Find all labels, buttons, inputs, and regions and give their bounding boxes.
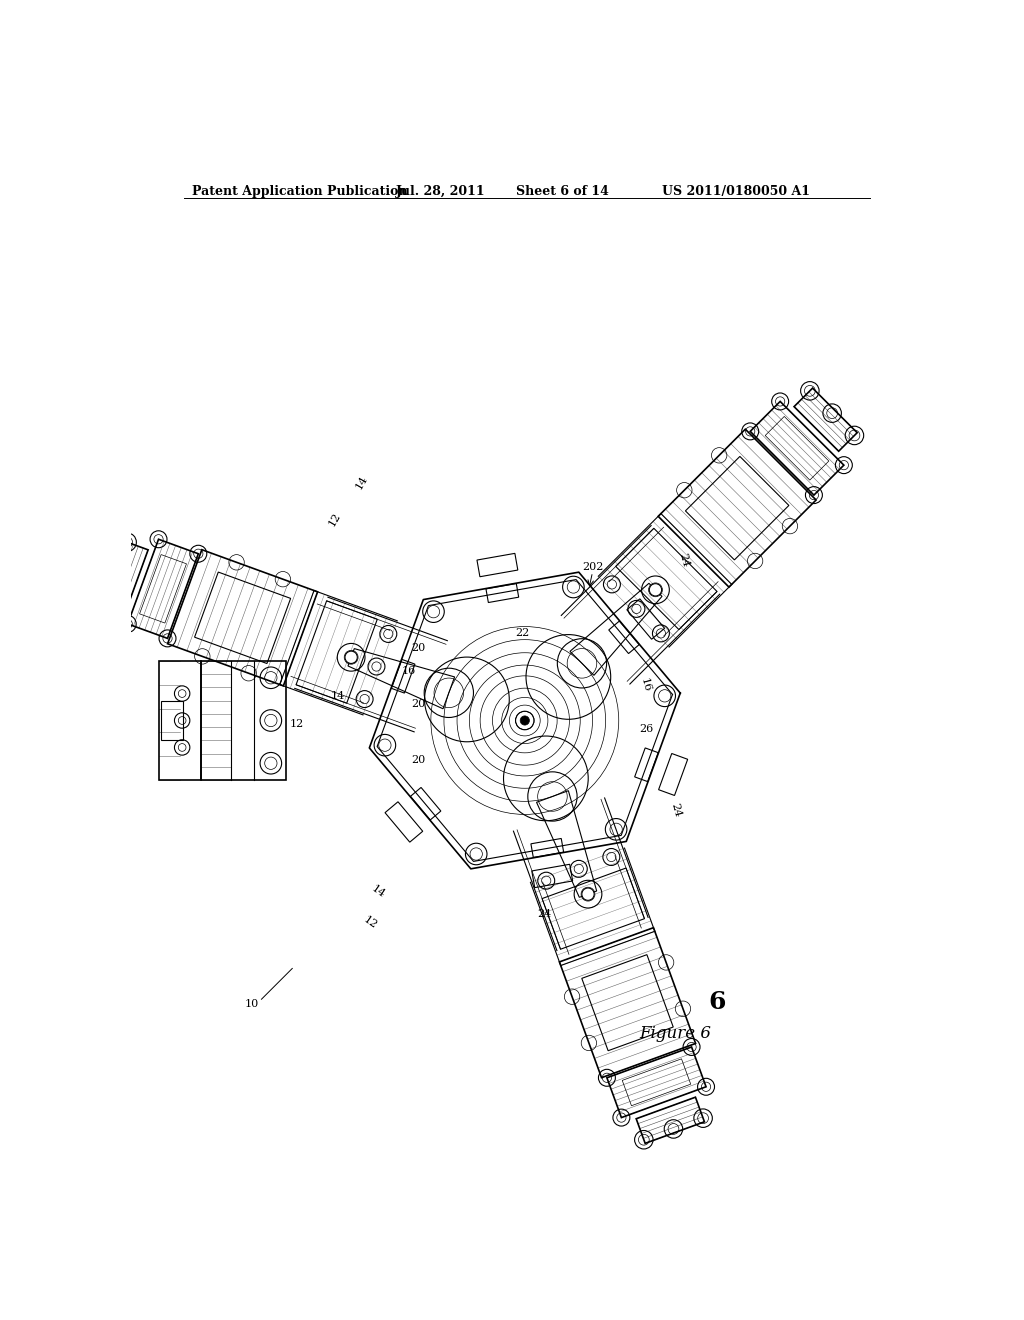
Text: 24: 24: [677, 552, 690, 569]
Text: US 2011/0180050 A1: US 2011/0180050 A1: [662, 185, 810, 198]
Text: 20: 20: [412, 698, 426, 709]
Bar: [159, 661, 202, 780]
Circle shape: [582, 888, 594, 900]
Text: 24: 24: [538, 909, 551, 919]
Text: 20: 20: [412, 755, 426, 764]
Text: 14: 14: [354, 474, 370, 491]
Text: 10: 10: [245, 999, 259, 1008]
Text: 12: 12: [290, 718, 304, 729]
Text: 20: 20: [412, 643, 426, 653]
Bar: [162, 701, 183, 739]
Text: 24: 24: [670, 803, 683, 818]
Text: 22: 22: [515, 628, 529, 638]
Text: 16: 16: [639, 677, 652, 693]
Circle shape: [345, 651, 357, 664]
Text: Figure 6: Figure 6: [639, 1024, 711, 1041]
Circle shape: [649, 583, 662, 597]
Text: 14: 14: [370, 883, 387, 900]
Text: 6: 6: [708, 990, 725, 1014]
Text: Jul. 28, 2011: Jul. 28, 2011: [396, 185, 485, 198]
Text: 26: 26: [639, 725, 653, 734]
Text: 202: 202: [583, 562, 604, 573]
Circle shape: [521, 717, 528, 725]
Bar: [202, 661, 286, 780]
Text: Sheet 6 of 14: Sheet 6 of 14: [515, 185, 608, 198]
Text: 14: 14: [331, 690, 345, 701]
Text: 16: 16: [401, 667, 416, 676]
Text: 12: 12: [327, 511, 343, 528]
Text: 12: 12: [361, 913, 379, 931]
Text: Patent Application Publication: Patent Application Publication: [193, 185, 408, 198]
